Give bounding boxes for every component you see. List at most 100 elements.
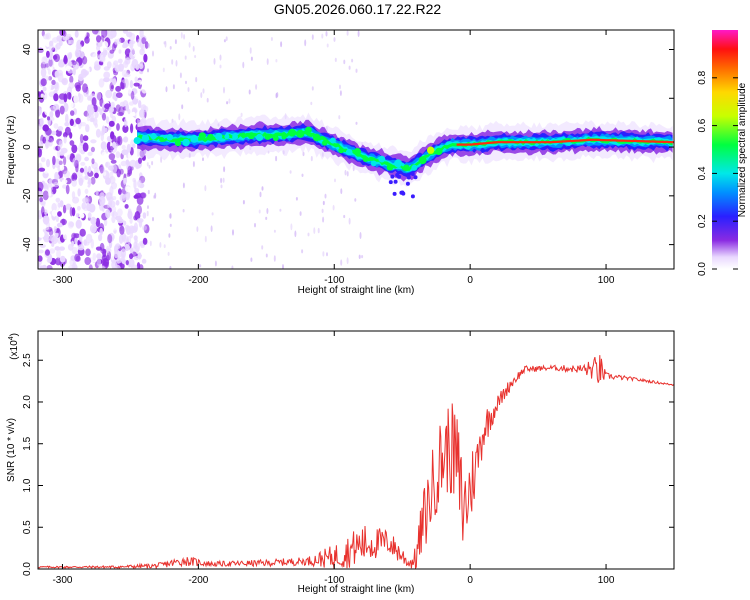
heatmap-speck (219, 64, 222, 69)
snr-y-multiplier: (x104) (8, 333, 20, 360)
heatmap-noise-cell (109, 112, 114, 119)
heatmap-noise-cell (70, 110, 75, 116)
heatmap-speck (351, 58, 354, 63)
heatmap-noise-cell (133, 82, 140, 87)
heatmap-noise-cell (94, 172, 99, 179)
heatmap-speck (220, 177, 223, 184)
heatmap-noise-cell (114, 249, 119, 259)
heatmap-noise-cell (139, 48, 145, 56)
heatmap-speck (231, 265, 234, 269)
heatmap-noise-cell (107, 234, 113, 244)
heatmap-noise-cell (38, 190, 44, 198)
heatmap-ridge-blob (159, 137, 165, 142)
heatmap-speck (248, 89, 251, 95)
heatmap-noise-cell (63, 170, 71, 178)
x-tick-label: -200 (188, 275, 208, 286)
heatmap-speck (355, 68, 358, 73)
heatmap-ridge-blob (305, 126, 312, 134)
heatmap-noise-cell (52, 181, 60, 188)
heatmap-speck (282, 264, 284, 269)
heatmap-noise-cell (105, 209, 111, 219)
heatmap-noise-cell (142, 225, 147, 231)
heatmap-speck (261, 245, 264, 250)
heatmap-speck (182, 209, 185, 213)
heatmap-noise-cell (82, 83, 88, 93)
heatmap-noise-cell (57, 202, 61, 208)
heatmap-tail-cell (399, 190, 404, 195)
heatmap-noise-cell (58, 246, 65, 251)
heatmap-tail-cell (405, 181, 410, 186)
heatmap-noise-cell (57, 144, 62, 151)
heatmap-noise-cell (125, 103, 129, 112)
heatmap-ridge-blob (411, 164, 418, 171)
heatmap-speck (174, 39, 177, 45)
heatmap-speck (181, 104, 184, 110)
heatmap-noise-cell (137, 179, 142, 188)
heatmap-noise-cell (114, 64, 121, 73)
heatmap-speck (147, 43, 150, 47)
heatmap-noise-cell (111, 115, 117, 123)
heatmap-speck (165, 86, 168, 93)
heatmap-noise-cell (86, 112, 90, 122)
heatmap-noise-cell (106, 61, 112, 69)
x-tick-label: 0 (467, 275, 473, 286)
heatmap-speck (266, 58, 269, 65)
heatmap-noise-cell (108, 120, 115, 127)
heatmap-tail-cell (413, 175, 418, 180)
heatmap-speck (354, 198, 357, 202)
heatmap-speck (206, 97, 209, 103)
heatmap-speck (311, 34, 314, 40)
colorbar-tick-label: 0.8 (697, 70, 708, 84)
heatmap-noise-cell (115, 85, 122, 92)
heatmap-noise-cell (82, 70, 90, 76)
heatmap-speck (339, 84, 341, 90)
heatmap-noise-cell (56, 222, 64, 228)
heatmap-noise-cell (48, 44, 55, 52)
heatmap-speck (172, 84, 175, 90)
colorbar-gradient (712, 30, 738, 269)
heatmap-noise-cell (90, 216, 97, 225)
heatmap-noise-cell (67, 53, 72, 60)
heatmap-noise-cell (138, 63, 144, 70)
heatmap-speck (184, 55, 187, 60)
heatmap-noise-cell (109, 176, 116, 184)
heatmap-noise-cell (125, 186, 132, 193)
heatmap-speck (159, 242, 162, 248)
heatmap-speck (304, 39, 307, 47)
heatmap-noise-cell (67, 39, 71, 45)
heatmap-speck (169, 46, 172, 50)
heatmap-speck (195, 77, 198, 83)
heatmap-noise-cell (40, 157, 46, 163)
heatmap-speck (334, 178, 336, 183)
heatmap-speck (210, 225, 213, 232)
heatmap-noise-cell (62, 184, 68, 189)
heatmap-speck (326, 252, 328, 257)
heatmap-ridge-blob (386, 164, 394, 171)
heatmap-speck (290, 223, 293, 231)
heatmap-noise-cell (78, 73, 84, 82)
heatmap-ridge-blob (150, 132, 157, 140)
colorbar-ticks: 0.0 0.2 0.4 0.6 0.8 (697, 70, 738, 276)
heatmap-noise-cell (90, 238, 95, 249)
heatmap-noise-cell (143, 53, 148, 63)
heatmap-noise-cell (48, 187, 52, 197)
heatmap-ridge-blob (133, 137, 141, 145)
heatmap-noise-cell (77, 244, 85, 251)
heatmap-speck (343, 59, 346, 65)
heatmap-noise-cell (50, 130, 57, 136)
heatmap-noise-cell (74, 30, 79, 38)
heatmap-noise-cell (135, 92, 141, 100)
heatmap-noise-cell (42, 215, 50, 225)
heatmap-speck (196, 226, 199, 233)
heatmap-noise-cell (121, 79, 128, 84)
heatmap-noise-cell (83, 165, 88, 176)
heatmap-noise-cell (47, 83, 52, 91)
heatmap-noise-cell (46, 158, 50, 168)
heatmap-noise-cell (98, 78, 105, 88)
heatmap-speck (255, 84, 258, 90)
heatmap-noise-cell (85, 233, 93, 244)
heatmap-ridge-blob (288, 128, 296, 137)
heatmap-noise-cell (59, 105, 65, 115)
heatmap-noise-cell (38, 167, 46, 172)
x-tick-label: 100 (598, 275, 615, 286)
